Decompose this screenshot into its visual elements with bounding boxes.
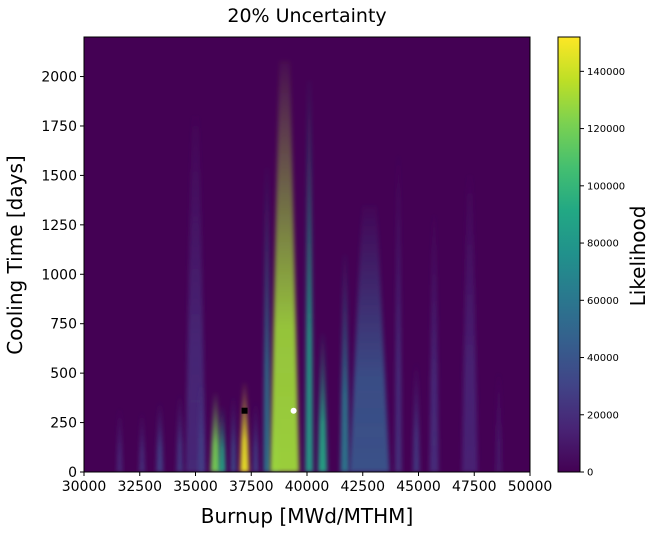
y-tick-label: 500 (50, 366, 77, 382)
x-tick-label: 35000 (173, 479, 218, 495)
heatmap-plume (495, 373, 503, 472)
y-tick-label: 2000 (41, 70, 77, 86)
y-axis-label: Cooling Time [days] (3, 155, 27, 354)
colorbar: 020000400006000080000100000120000140000 … (557, 36, 650, 479)
colorbar-tick-label: 40000 (587, 353, 619, 364)
heatmap-plume (395, 155, 402, 472)
marker-point (290, 407, 297, 414)
heatmap-markers (241, 407, 297, 414)
x-tick-label: 45000 (396, 479, 441, 495)
heatmap-plume (305, 80, 314, 472)
heatmap-plume (412, 363, 420, 472)
chart-title: 20% Uncertainty (227, 5, 386, 27)
y-tick-label: 1750 (41, 119, 77, 135)
heatmap-plume (240, 383, 250, 472)
heatmap-plume (176, 394, 184, 472)
colorbar-label: Likelihood (626, 206, 650, 307)
heatmap-plume (349, 205, 390, 472)
x-tick-label: 32500 (117, 479, 162, 495)
y-tick-label: 750 (50, 317, 77, 333)
x-tick-label: 40000 (285, 479, 330, 495)
marker-point (241, 407, 248, 414)
colorbar-tick-label: 100000 (587, 181, 625, 192)
plot-area (83, 36, 531, 473)
heatmap-plume (318, 333, 328, 472)
x-axis-label: Burnup [MWd/MTHM] (201, 504, 414, 528)
x-tick-label: 47500 (452, 479, 497, 495)
heatmap-plumes (116, 60, 503, 472)
y-tick-label: 1000 (41, 267, 77, 283)
colorbar-tick-label: 120000 (587, 124, 625, 135)
colorbar-bar (557, 36, 581, 473)
x-tick-label: 37500 (229, 479, 274, 495)
x-tick-label: 50000 (508, 479, 553, 495)
heatmap-plume (139, 412, 145, 472)
y-tick-label: 1500 (41, 168, 77, 184)
y-tick-label: 250 (50, 416, 77, 432)
y-tick-label: 0 (68, 465, 77, 481)
colorbar-ticks: 0 20000 40000 60000 80000 100000 120000 140000 (580, 67, 625, 479)
heatmap-plume (198, 383, 204, 472)
heatmap-plume (210, 392, 221, 472)
colorbar-tick-label: 60000 (587, 296, 619, 307)
x-axis-ticks: 30000 32500 35000 37500 40000 42500 45000 47500… (62, 472, 553, 495)
colorbar-tick-label: 80000 (587, 239, 619, 250)
x-tick-label: 42500 (340, 479, 385, 495)
heatmap-plume (429, 214, 439, 472)
x-tick-label: 30000 (62, 479, 107, 495)
heatmap-plume (263, 167, 271, 472)
colorbar-tick-label: 0 (587, 468, 593, 479)
heatmap-plume (218, 406, 226, 472)
colorbar-tick-label: 20000 (587, 410, 619, 421)
heatmap-plume (461, 175, 478, 472)
heatmap-plume (156, 402, 164, 472)
heatmap-plume (340, 254, 350, 472)
y-tick-label: 1250 (41, 218, 77, 234)
y-axis-ticks: 0 250 500 750 1000 1250 1500 1750 2000 (41, 70, 84, 481)
heatmap-plume (230, 396, 237, 472)
colorbar-tick-label: 140000 (587, 67, 625, 78)
heatmap-plume (252, 402, 259, 472)
heatmap-plume (270, 60, 300, 472)
heatmap-plume (116, 408, 123, 472)
